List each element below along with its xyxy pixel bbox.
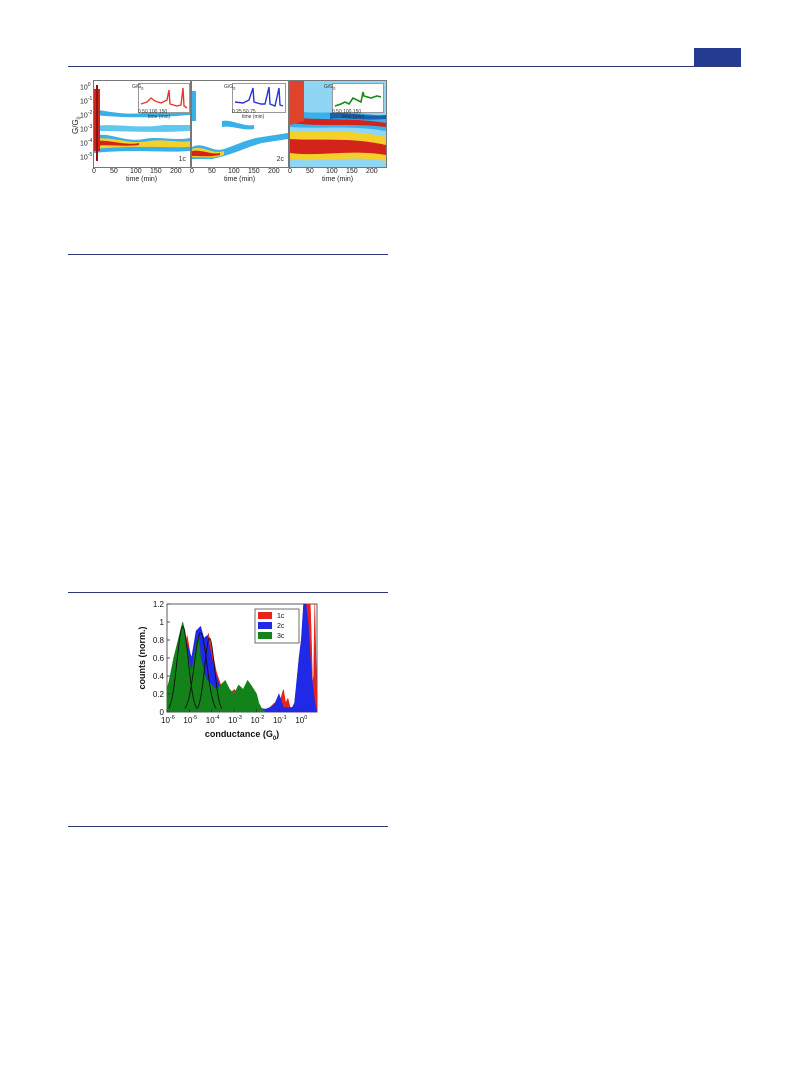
y-tick-label: 0.8 (153, 636, 165, 645)
inset-2c (232, 83, 286, 113)
x-axis-label-end: ) (276, 729, 279, 739)
legend-swatch-2c (258, 622, 272, 629)
panel-label-1c: 1c (178, 156, 186, 163)
inset-1c-x-ticks: 0 50 100 150 (138, 109, 168, 115)
legend-label-2c: 2c (277, 623, 285, 630)
y-tick-label: 0.6 (153, 654, 165, 663)
y-tick-label: 1.2 (153, 600, 165, 609)
y-tick-label: 0.2 (153, 690, 165, 699)
legend-label-3c: 3c (277, 633, 285, 640)
y-axis-label: counts (norm.) (137, 627, 147, 690)
x-axis-label-sub: 0 (273, 736, 277, 742)
caption-rule-1 (68, 254, 388, 255)
x-tick-exponent: -6 (170, 715, 175, 721)
inset-1c-x-label: time (min) (148, 114, 171, 120)
x-tick-label: 10-3 (228, 715, 242, 725)
inset-2c-y-label: G/G0 (224, 84, 236, 91)
legend-label-1c: 1c (277, 613, 285, 620)
fit-curve-1 (168, 625, 198, 709)
x-tick-exponent: -2 (259, 715, 264, 721)
x-tick-exponent: -5 (192, 715, 197, 721)
x-tick-exponent: -3 (237, 715, 242, 721)
x-tick-label: 10-6 (161, 715, 175, 725)
inset-1c (138, 83, 190, 113)
conductance-histogram: 0 0.2 0.4 0.6 0.8 1 1.2 10-6 10-5 10-4 10-3 10-2 10-… (137, 600, 318, 742)
inset-3c (332, 83, 384, 113)
inset-1c-y-label: G/G0 (132, 84, 144, 91)
x-tick-exponent: -1 (282, 715, 287, 721)
x-axis-label: conductance (G0) (205, 729, 279, 742)
y-tick-label: 1 (160, 618, 165, 627)
x-tick-label: 100 (295, 715, 307, 725)
x-tick-label: 10-1 (273, 715, 287, 725)
inset-2c-trace (234, 86, 284, 107)
y-tick-label: 0 (160, 708, 165, 717)
legend-swatch-3c (258, 632, 272, 639)
heatmap-panel-2c: 2c (191, 80, 289, 168)
fit-curve-2 (184, 632, 217, 709)
x-tick-exponent: 0 (304, 715, 307, 721)
x-tick-label: 10-2 (251, 715, 265, 725)
inset-2c-x-ticks: 0 25 50 75 (232, 109, 256, 115)
caption-rule-3 (68, 826, 388, 827)
caption-rule-2 (68, 592, 388, 593)
legend-swatch-1c (258, 612, 272, 619)
figure-top: G/G0 100 10-1 10-2 10-3 10-4 10-5 1c (70, 76, 388, 188)
heatmap-panel-3c (289, 80, 387, 168)
header-rule (68, 66, 741, 67)
inset-1c-trace (140, 87, 188, 109)
inset-3c-x-ticks: 0 50 100 150 (332, 109, 362, 115)
inset-2c-x-label: time (min) (242, 114, 265, 120)
inset-3c-trace (334, 91, 382, 107)
inset-3c-y-label: G/G0 (324, 84, 336, 91)
y-tick-label: 0.4 (153, 672, 165, 681)
page-tab (694, 48, 741, 66)
x-tick-exponent: -4 (215, 715, 220, 721)
inset-3c-x-label: time (min) (342, 114, 365, 120)
panel-label-2c: 2c (276, 156, 284, 163)
heatmap-panel-1c: 1c (93, 80, 191, 168)
x-tick-label: 10-4 (206, 715, 220, 725)
x-tick-label: 10-5 (183, 715, 197, 725)
fit-curve-3 (196, 637, 223, 709)
